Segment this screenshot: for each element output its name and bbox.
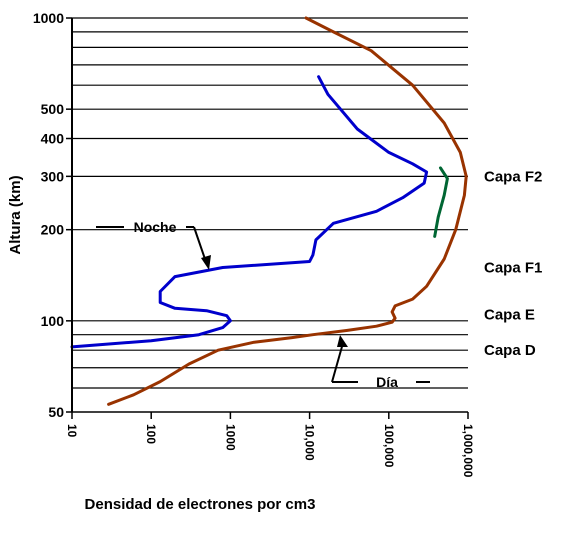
series-lines [70, 16, 468, 406]
y-tick-label: 50 [48, 404, 64, 420]
y-axis-ticks: 50 100 200 300 400 500 1000 [33, 10, 72, 420]
annotation-noche: Noche [96, 219, 211, 270]
grid-lines [72, 17, 468, 389]
layer-label: Capa D [484, 342, 536, 359]
x-axis-title: Densidad de electrones por cm3 [85, 496, 316, 513]
y-tick-label: 1000 [33, 10, 64, 26]
annotation-dia: Día [331, 335, 430, 390]
x-tick-label: 100 [144, 424, 158, 444]
x-tick-label: 10 [65, 424, 79, 438]
annotation-noche-label: Noche [134, 219, 177, 235]
layer-label: Capa F2 [484, 168, 542, 185]
layer-label: Capa E [484, 306, 535, 323]
x-tick-label: 1,000,000 [461, 424, 475, 478]
layer-labels: Capa F2 Capa F1 Capa E Capa D [484, 168, 542, 359]
x-axis-ticks: 10 100 1000 10,000 100,000 1,000,000 [65, 412, 475, 478]
y-tick-label: 200 [41, 222, 65, 238]
series-line-night [70, 75, 429, 349]
annotation-dia-label: Día [376, 374, 398, 390]
y-tick-label: 100 [41, 313, 65, 329]
layer-label: Capa F1 [484, 260, 542, 277]
y-tick-label: 400 [41, 131, 65, 147]
series-line-f2-detail [433, 166, 449, 238]
y-tick-label: 300 [41, 168, 65, 184]
y-axis-title: Altura (km) [7, 175, 24, 254]
x-tick-label: 10,000 [303, 424, 317, 461]
y-tick-label: 500 [41, 101, 65, 117]
x-tick-label: 100,000 [382, 424, 396, 468]
x-tick-label: 1000 [223, 424, 237, 451]
series-line-day [107, 16, 468, 406]
